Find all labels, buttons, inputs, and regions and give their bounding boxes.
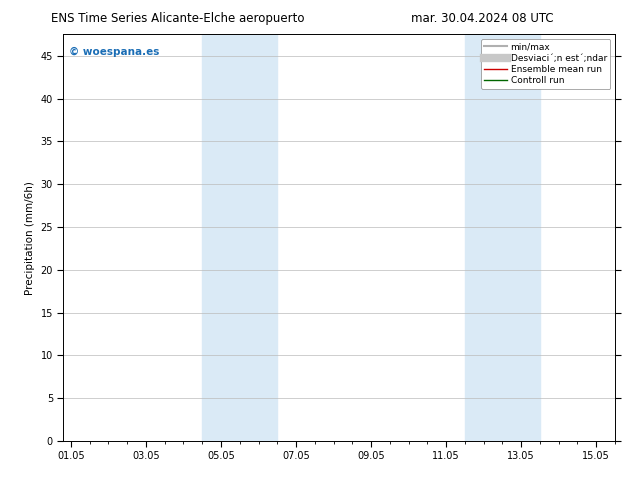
Bar [465, 34, 540, 441]
Legend: min/max, Desviaci´;n est´;ndar, Ensemble mean run, Controll run: min/max, Desviaci´;n est´;ndar, Ensemble… [481, 39, 611, 89]
Text: © woespana.es: © woespana.es [69, 47, 159, 56]
Text: mar. 30.04.2024 08 UTC: mar. 30.04.2024 08 UTC [411, 12, 553, 25]
Bar [202, 34, 277, 441]
Y-axis label: Precipitation (mm/6h): Precipitation (mm/6h) [25, 181, 35, 294]
Text: ENS Time Series Alicante-Elche aeropuerto: ENS Time Series Alicante-Elche aeropuert… [51, 12, 304, 25]
